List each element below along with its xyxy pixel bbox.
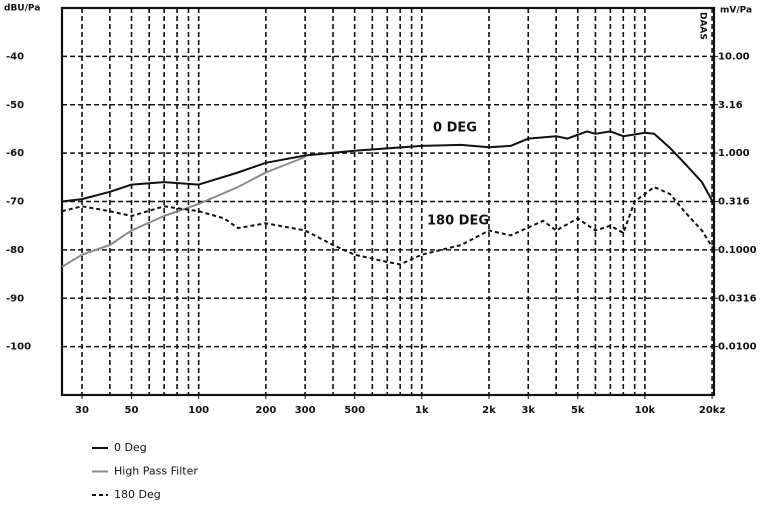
y-tick-label: -100 (6, 342, 31, 353)
y-tick-label: -70 (6, 197, 24, 208)
y-tick-label: -80 (6, 245, 24, 256)
x-tick-label: 100 (188, 405, 209, 416)
legend-label: 0 Deg (114, 441, 147, 454)
x-tick-label: 200 (255, 405, 276, 416)
y2-tick-label: 10.00 (718, 51, 750, 62)
y2-tick-label: 0.316 (718, 197, 750, 208)
brand: DAAS (698, 12, 708, 40)
legend-label: High Pass Filter (114, 465, 198, 478)
y-tick-label: -90 (6, 293, 24, 304)
annotation: 180 DEG (427, 214, 489, 229)
annotation: 0 DEG (433, 121, 477, 136)
y-tick-label: -40 (6, 51, 24, 62)
series-line (61, 186, 715, 266)
legend-label: 180 Deg (114, 488, 161, 501)
series-line (61, 130, 715, 205)
y2-axis-label: mV/Pa (720, 6, 752, 16)
x-tick-label: 2k (482, 405, 496, 416)
y-axis-label: dBU/Pa (4, 4, 40, 14)
x-tick-label: 3k (521, 405, 535, 416)
series-line (61, 156, 306, 268)
y-tick-label: -60 (6, 148, 24, 159)
y2-tick-label: 0.0100 (718, 342, 757, 353)
x-tick-label: 500 (344, 405, 365, 416)
x-tick-label: 20kz (699, 405, 726, 416)
x-tick-label: 30 (75, 405, 89, 416)
x-tick-label: 50 (125, 405, 139, 416)
y2-tick-label: 1.000 (718, 148, 750, 159)
y-tick-label: -50 (6, 100, 24, 111)
x-tick-label: 1k (415, 405, 429, 416)
y2-tick-label: 0.0316 (718, 293, 757, 304)
x-tick-label: 5k (571, 405, 585, 416)
y2-tick-label: 3.16 (718, 100, 743, 111)
x-tick-label: 10k (635, 405, 656, 416)
y2-tick-label: 0.1000 (718, 245, 757, 256)
x-tick-label: 300 (295, 405, 316, 416)
